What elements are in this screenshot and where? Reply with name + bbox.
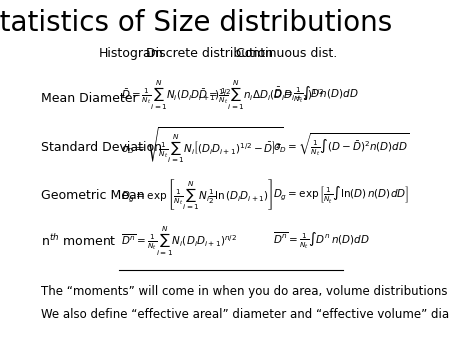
Text: Mean Diameter: Mean Diameter: [41, 92, 138, 105]
Text: The “moments” will come in when you do area, volume distributions: The “moments” will come in when you do a…: [41, 285, 448, 298]
Text: $D_g = \exp\left[\frac{1}{N_t}\int \ln(D)\, n(D) dD\right]$: $D_g = \exp\left[\frac{1}{N_t}\int \ln(D…: [273, 184, 409, 204]
Text: $\sigma_D = \sqrt{\frac{1}{N_t}\int (D - \bar{D})^2 n(D) dD}$: $\sigma_D = \sqrt{\frac{1}{N_t}\int (D -…: [273, 132, 410, 159]
Text: Continuous dist.: Continuous dist.: [236, 47, 338, 60]
Text: $\bar{D} = \frac{1}{N_t}\int D\, n(D)dD$: $\bar{D} = \frac{1}{N_t}\int D\, n(D)dD$: [273, 85, 359, 105]
Text: We also define “effective areal” diameter and “effective volume” diameter: We also define “effective areal” diamete…: [41, 308, 450, 321]
Text: $\sigma_D = \sqrt{\frac{1}{N_t}\sum_{i=1}^{N} N_i\left[\left(D_i D_{i+1}\right)^: $\sigma_D = \sqrt{\frac{1}{N_t}\sum_{i=1…: [121, 126, 284, 166]
Text: $\overline{D^n} = \frac{1}{N_t}\int D^n\, n(D) dD$: $\overline{D^n} = \frac{1}{N_t}\int D^n\…: [273, 231, 370, 251]
Text: n$^{th}$ moment: n$^{th}$ moment: [41, 233, 117, 249]
Text: $\bar{D} = \frac{1}{N_t}\sum_{i=1}^{N} n_i \Delta D_i \left(D_i D_{i+1}\right)^{: $\bar{D} = \frac{1}{N_t}\sum_{i=1}^{N} n…: [198, 79, 325, 112]
Text: $\bar{D} = \frac{1}{N_t}\sum_{i=1}^{N} N_i\left(D_i D_{i+1}\right)^{1/2}$: $\bar{D} = \frac{1}{N_t}\sum_{i=1}^{N} N…: [121, 79, 231, 112]
Text: Geometric Mean: Geometric Mean: [41, 189, 145, 202]
Text: Statistics of Size distributions: Statistics of Size distributions: [0, 9, 393, 37]
Text: Discrete distribution: Discrete distribution: [146, 47, 273, 60]
Text: $\overline{D^n} = \frac{1}{N_t}\sum_{i=1}^{N} N_i\left(D_i D_{i+1}\right)^{n/2}$: $\overline{D^n} = \frac{1}{N_t}\sum_{i=1…: [121, 224, 237, 258]
Text: Standard Deviation: Standard Deviation: [41, 141, 162, 154]
Text: Histogram: Histogram: [99, 47, 164, 60]
Text: $D_g = \exp\left[\frac{1}{N_t}\sum_{i=1}^{N} N_i \frac{1}{2}\ln\left(D_i D_{i+1}: $D_g = \exp\left[\frac{1}{N_t}\sum_{i=1}…: [121, 177, 273, 212]
